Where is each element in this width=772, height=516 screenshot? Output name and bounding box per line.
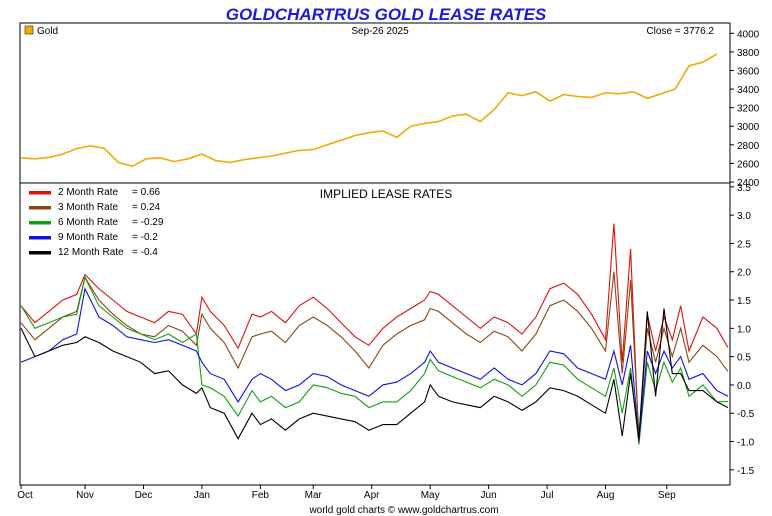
chart-date: Sep-26 2025 <box>351 26 409 37</box>
x-tick-label-month: Sep <box>658 490 676 501</box>
gold-y-tick-label: 2400 <box>737 178 760 189</box>
footer-credit: world gold charts © www.goldchartrus.com <box>308 505 498 516</box>
x-tick-label-month: Feb <box>252 490 270 501</box>
gold-y-tick-label: 4000 <box>737 29 760 40</box>
x-tick-label-month: Nov <box>76 490 94 501</box>
x-tick-label-month: Aug <box>597 490 615 501</box>
legend-series-name: 2 Month Rate <box>58 187 118 198</box>
series-line-12-month-rate <box>20 308 729 440</box>
legend-swatch <box>29 236 51 240</box>
gold-close-label: Close = 3776.2 <box>646 26 714 37</box>
gold-legend-swatch <box>24 25 34 35</box>
lease-y-tick-label: 1.5 <box>737 296 751 307</box>
legend-series-value: = -0.4 <box>132 247 158 258</box>
legend-series-name: 12 Month Rate <box>58 247 124 258</box>
lease-rate-plot <box>20 223 729 445</box>
gold-price-plot <box>20 53 718 168</box>
gold-legend-label: Gold <box>37 26 58 37</box>
gold-y-tick-label: 3600 <box>737 66 760 77</box>
lease-y-tick-label: -1.5 <box>737 466 755 477</box>
gold-y-tick-label: 3400 <box>737 85 760 96</box>
chart-title: GOLDCHARTRUS GOLD LEASE RATES <box>226 5 547 24</box>
gold-panel-frame <box>19 22 731 184</box>
x-tick-label-month: Apr <box>364 490 380 501</box>
gold-price-line <box>20 53 718 168</box>
gold-y-axis: 2400 2600 2800 3000 3200 3400 3600 3800 4000 <box>730 29 760 189</box>
lease-y-tick-label: 2.0 <box>737 268 751 279</box>
x-tick-label-month: Jun <box>481 490 497 501</box>
series-line-2-month-rate <box>20 223 729 445</box>
gold-y-tick-label: 2600 <box>737 159 760 170</box>
x-tick-label-month: Mar <box>305 490 323 501</box>
legend-swatch <box>29 191 51 195</box>
lease-y-tick-label: 0.5 <box>737 353 751 364</box>
legend-series-name: 3 Month Rate <box>58 202 118 213</box>
legend-series-value: = 0.24 <box>132 202 161 213</box>
legend-swatch <box>29 251 51 255</box>
lease-y-tick-label: 3.0 <box>737 211 751 222</box>
lease-y-tick-label: 1.0 <box>737 324 751 335</box>
lease-y-tick-label: -0.5 <box>737 409 755 420</box>
legend-series-value: = 0.66 <box>132 187 161 198</box>
gold-y-tick-label: 2800 <box>737 141 760 152</box>
x-tick-label-month: Oct <box>17 490 33 501</box>
gold-y-tick-label: 3800 <box>737 48 760 59</box>
series-line-3-month-rate <box>20 271 729 436</box>
legend-swatch <box>29 206 51 210</box>
x-axis: Oct Nov Dec Jan Feb Mar Apr May Jun Jul Aug Sep <box>17 485 676 501</box>
gold-y-tick-label: 3200 <box>737 104 760 115</box>
series-line-9-month-rate <box>20 286 729 442</box>
legend-series-value: = -0.2 <box>132 232 158 243</box>
x-tick-label-month: May <box>421 490 440 501</box>
x-tick-label-month: Jan <box>194 490 210 501</box>
gold-y-tick-label: 3000 <box>737 122 760 133</box>
lease-y-tick-label: -1.0 <box>737 438 755 449</box>
x-tick-label-month: Jul <box>541 490 554 501</box>
lease-panel-title: IMPLIED LEASE RATES <box>320 187 453 201</box>
legend-swatch <box>29 221 51 225</box>
lease-y-tick-label: 2.5 <box>737 239 751 250</box>
lease-legend: 2 Month Rate = 0.66 3 Month Rate = 0.24 6 Mo… <box>29 187 164 258</box>
x-tick-label-month: Dec <box>135 490 153 501</box>
lease-y-tick-label: 0.0 <box>737 381 751 392</box>
lease-y-axis: -1.5 -1.0 -0.5 0.0 0.5 1.0 1.5 2.0 2.5 3.0 3.5 <box>730 183 755 477</box>
lease-panel-frame <box>19 182 731 486</box>
lease-y-tick-label: 3.5 <box>737 183 751 194</box>
legend-series-value: = -0.29 <box>132 217 164 228</box>
legend-series-name: 6 Month Rate <box>58 217 118 228</box>
legend-series-name: 9 Month Rate <box>58 232 118 243</box>
